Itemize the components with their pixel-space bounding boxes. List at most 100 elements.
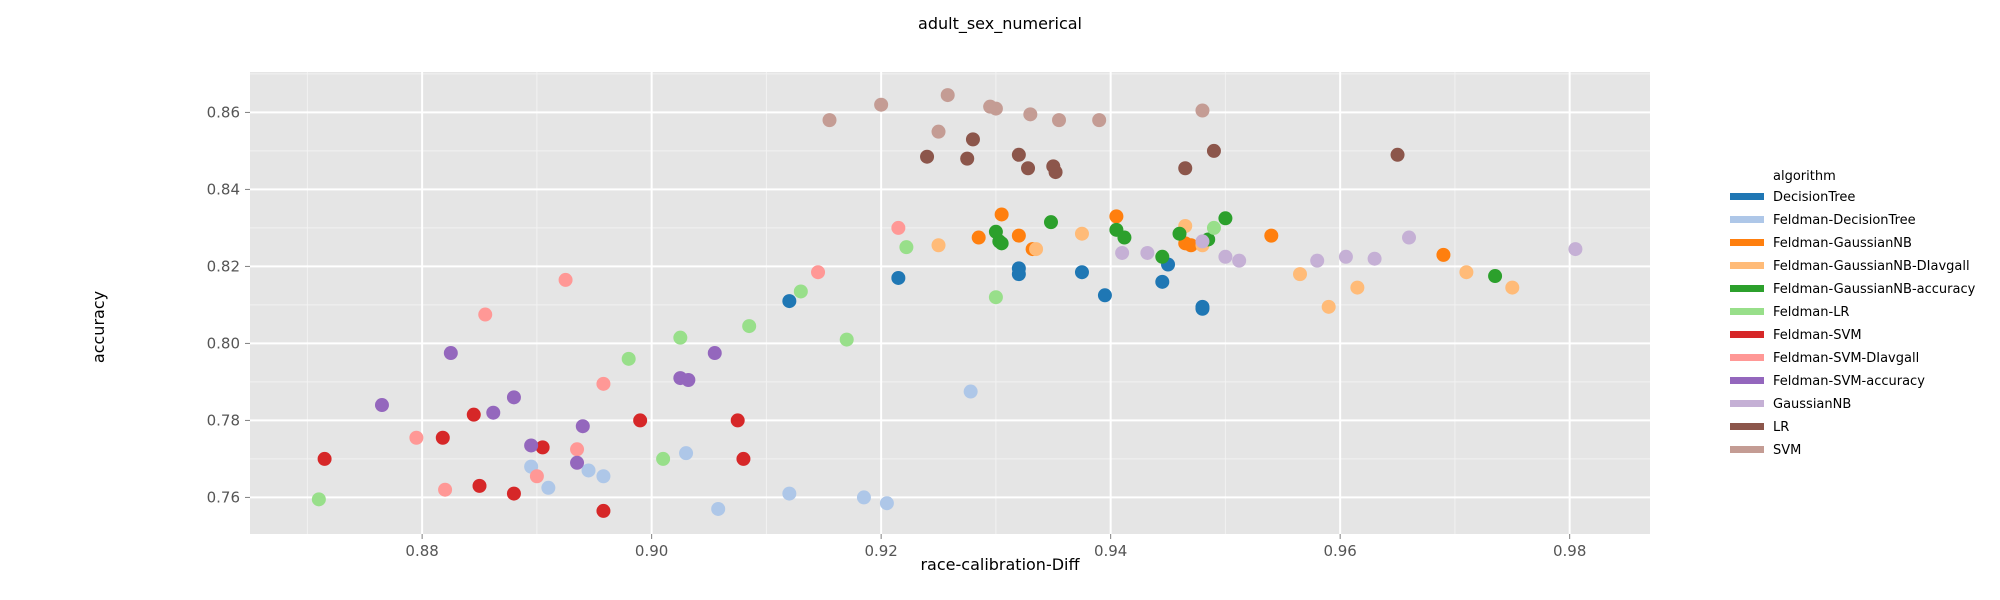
point-lr	[1021, 161, 1036, 176]
legend-swatch	[1730, 446, 1764, 453]
point-feldman-decisiontree	[541, 480, 556, 495]
legend-item-feldman-gaussiannb-accuracy: Feldman-GaussianNB-accuracy	[1730, 282, 1976, 297]
point-feldman-lr	[988, 290, 1003, 305]
point-feldman-svm-accuracy	[486, 405, 501, 420]
legend-swatch	[1730, 193, 1764, 200]
y-axis-label: accuracy	[89, 291, 108, 363]
legend-item-lr: LR	[1730, 420, 1789, 435]
y-tick-label: 0.86	[207, 103, 240, 121]
point-feldman-svm	[736, 451, 751, 466]
plot-area	[250, 72, 1650, 534]
point-feldman-svm-accuracy	[681, 373, 696, 387]
point-feldman-svm-accuracy	[575, 419, 590, 434]
legend-label: Feldman-GaussianNB-DIavgall	[1773, 259, 1970, 274]
point-feldman-gaussiannb-accuracy	[1218, 211, 1233, 226]
point-lr	[960, 151, 975, 166]
point-feldman-decisiontree	[963, 384, 978, 399]
legend-item-feldman-svm-accuracy: Feldman-SVM-accuracy	[1730, 374, 1925, 389]
legend-label: DecisionTree	[1773, 190, 1855, 205]
point-feldman-svm-accuracy	[374, 398, 389, 413]
point-feldman-svm	[317, 451, 332, 466]
legend-items: DecisionTree Feldman-DecisionTree Feldman-…	[1730, 190, 1976, 458]
y-tick-label: 0.84	[207, 180, 240, 198]
point-gaussiannb	[1218, 249, 1233, 264]
point-feldman-decisiontree	[581, 463, 596, 478]
legend-title: algorithm	[1773, 169, 1836, 184]
point-svm	[1052, 113, 1067, 128]
point-feldman-lr	[311, 492, 326, 507]
legend-swatch	[1730, 216, 1764, 223]
point-feldman-svm-diavgall	[811, 265, 826, 280]
point-feldman-gaussiannb	[1264, 228, 1279, 243]
legend-label: Feldman-LR	[1773, 305, 1849, 320]
point-svm	[931, 124, 946, 139]
point-gaussiannb	[1568, 242, 1583, 257]
point-feldman-lr	[1206, 220, 1221, 235]
point-feldman-gaussiannb-diavgall	[1321, 299, 1336, 314]
legend-label: Feldman-GaussianNB-accuracy	[1773, 282, 1976, 297]
point-lr	[1011, 147, 1026, 162]
x-tick-label: 0.96	[1323, 542, 1356, 560]
point-feldman-svm	[472, 478, 487, 493]
point-feldman-lr	[899, 240, 914, 255]
legend-label: Feldman-SVM-accuracy	[1773, 374, 1925, 389]
y-axis-ticks: 0.76 0.78 0.80 0.82 0.84 0.86	[207, 103, 250, 506]
x-axis-ticks: 0.88 0.90 0.92 0.94 0.96 0.98	[405, 534, 1586, 560]
data-points	[311, 88, 1583, 518]
legend-label: SVM	[1773, 443, 1801, 458]
legend-item-feldman-gaussiannb-diavgall: Feldman-GaussianNB-DIavgall	[1730, 259, 1970, 274]
point-lr	[965, 132, 980, 147]
point-feldman-decisiontree	[711, 501, 726, 516]
legend-label: Feldman-SVM	[1773, 328, 1862, 343]
legend-swatch	[1730, 423, 1764, 430]
point-feldman-lr	[839, 332, 854, 347]
point-gaussiannb	[1115, 245, 1130, 260]
legend-swatch	[1730, 377, 1764, 384]
point-gaussiannb	[1232, 253, 1247, 268]
y-tick-label: 0.78	[207, 411, 240, 429]
legend-item-feldman-decisiontree: Feldman-DecisionTree	[1730, 213, 1916, 228]
y-tick-label: 0.82	[207, 257, 240, 275]
point-decisiontree	[1074, 265, 1089, 280]
point-gaussiannb	[1140, 245, 1155, 260]
x-tick-label: 0.92	[864, 542, 897, 560]
point-feldman-gaussiannb-accuracy	[1155, 249, 1170, 264]
legend-item-svm: SVM	[1730, 443, 1801, 458]
point-feldman-gaussiannb-diavgall	[1459, 265, 1474, 280]
point-feldman-svm-accuracy	[524, 438, 539, 453]
legend-item-feldman-gaussiannb: Feldman-GaussianNB	[1730, 236, 1912, 251]
legend-label: LR	[1773, 420, 1789, 435]
point-feldman-lr	[673, 330, 688, 345]
point-svm	[1023, 107, 1038, 122]
point-decisiontree	[1011, 261, 1026, 276]
point-gaussiannb	[1195, 234, 1210, 249]
point-feldman-gaussiannb-diavgall	[1350, 280, 1365, 295]
legend-swatch	[1730, 354, 1764, 361]
point-gaussiannb	[1310, 253, 1325, 268]
point-lr	[920, 149, 935, 164]
legend-swatch	[1730, 331, 1764, 338]
point-svm	[988, 101, 1003, 116]
point-feldman-gaussiannb-diavgall	[931, 238, 946, 253]
point-feldman-svm-accuracy	[506, 390, 521, 405]
point-feldman-gaussiannb	[994, 207, 1009, 222]
point-feldman-gaussiannb-accuracy	[994, 236, 1009, 251]
point-svm	[1195, 103, 1210, 118]
legend-swatch	[1730, 239, 1764, 246]
point-feldman-svm-diavgall	[570, 442, 585, 457]
point-feldman-svm-accuracy	[443, 346, 458, 361]
point-svm	[1092, 113, 1107, 128]
point-decisiontree	[1097, 288, 1112, 303]
legend-label: Feldman-SVM-DIavgall	[1773, 351, 1919, 366]
legend-swatch	[1730, 262, 1764, 269]
x-tick-label: 0.98	[1553, 542, 1586, 560]
x-tick-label: 0.88	[405, 542, 438, 560]
point-gaussiannb	[1338, 249, 1353, 264]
point-feldman-svm	[633, 413, 648, 428]
legend-label: Feldman-DecisionTree	[1773, 213, 1916, 228]
point-feldman-gaussiannb	[1109, 209, 1124, 224]
legend-label: Feldman-GaussianNB	[1773, 236, 1912, 251]
legend-item-feldman-lr: Feldman-LR	[1730, 305, 1849, 320]
